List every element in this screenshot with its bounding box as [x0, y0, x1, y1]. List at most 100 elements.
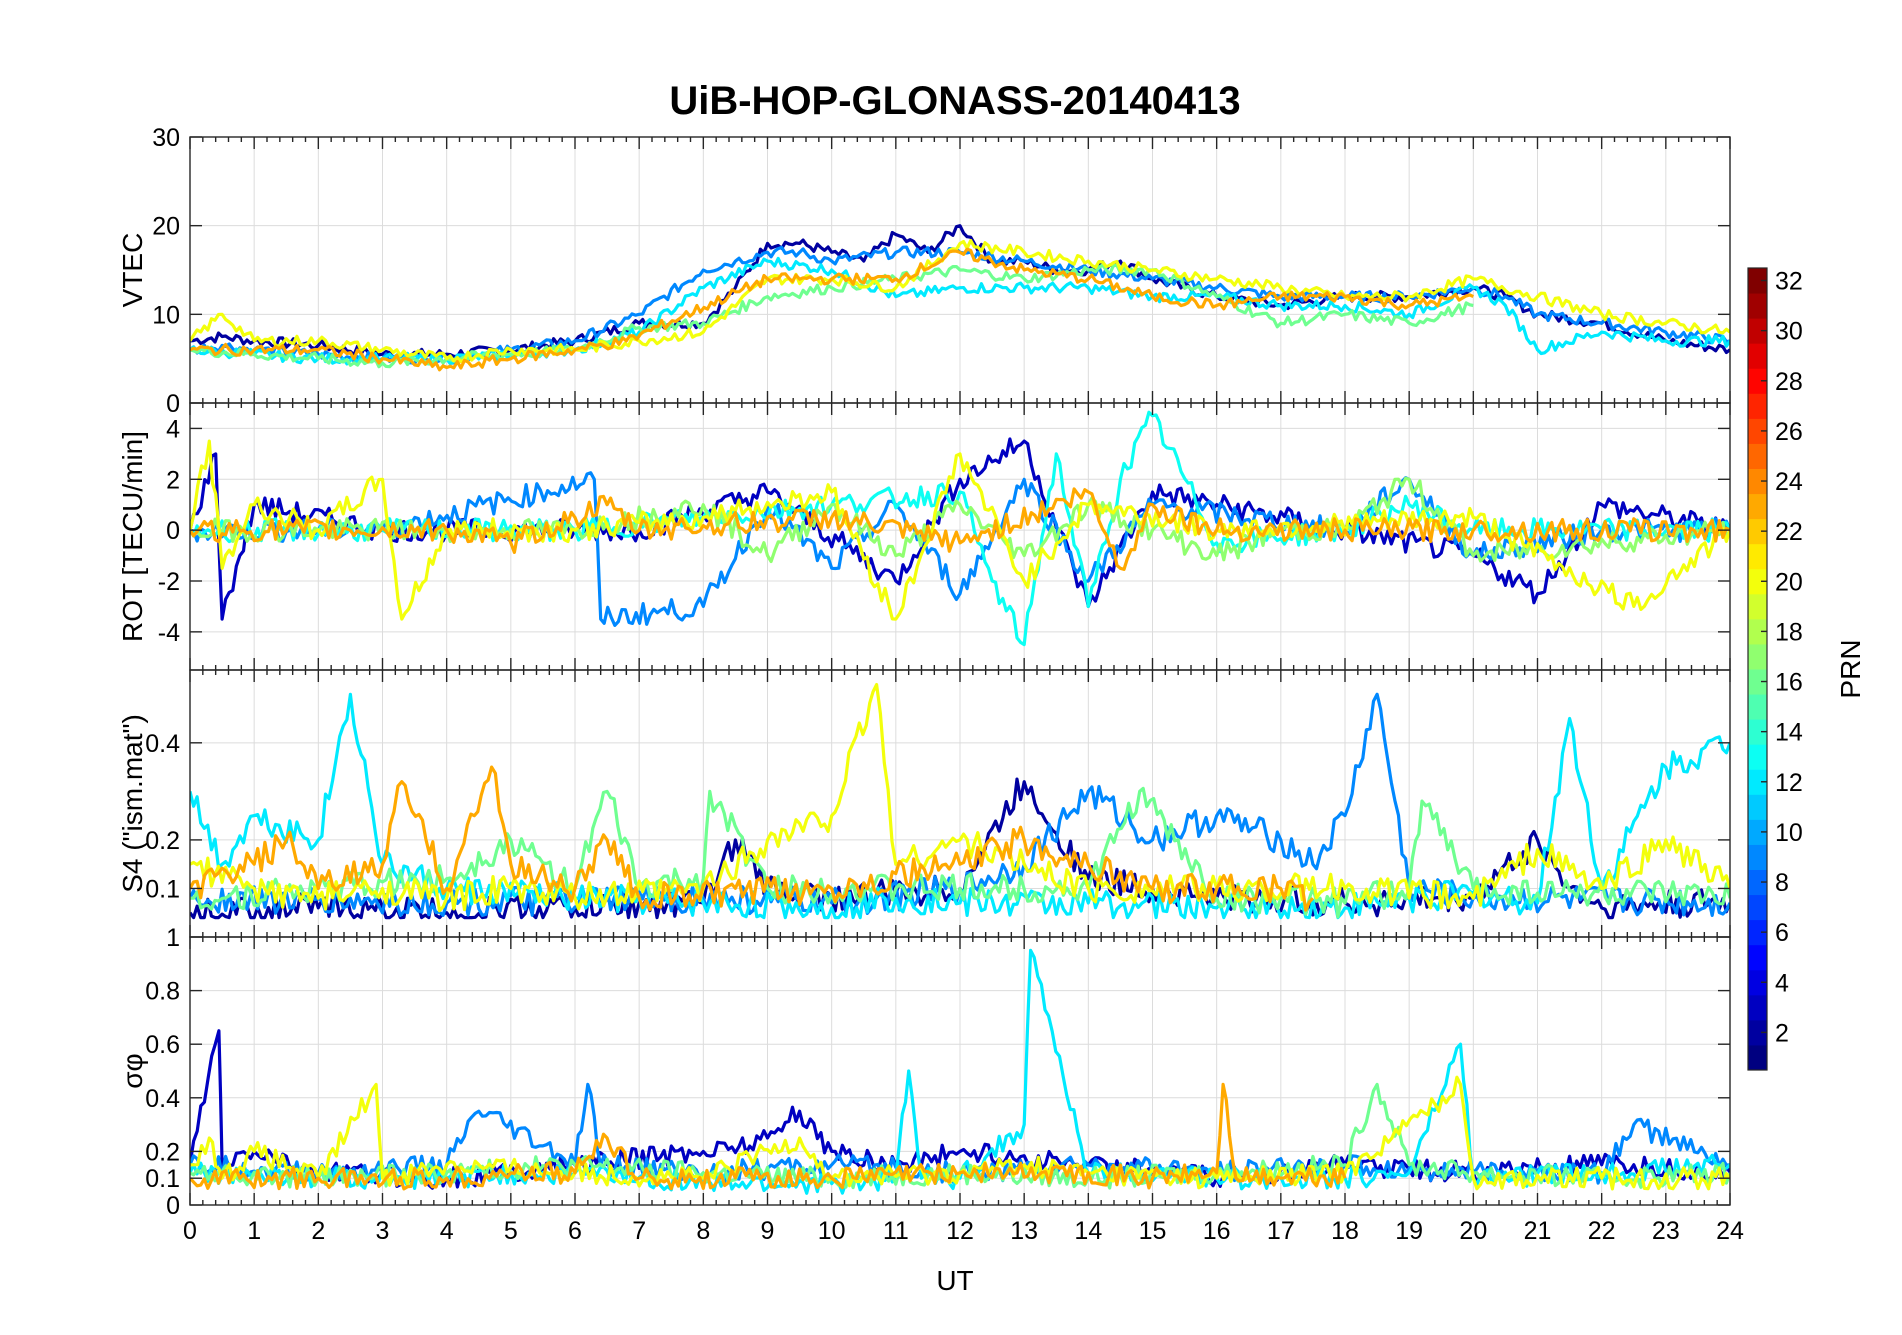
- series-group: [190, 948, 1730, 1195]
- x-tick-label: 21: [1524, 1217, 1552, 1245]
- series-line-prn-20: [190, 683, 1730, 913]
- colorbar-swatch: [1748, 769, 1767, 795]
- series-line-prn-23: [190, 487, 1730, 571]
- colorbar-swatch: [1748, 944, 1767, 971]
- colorbar-tick-label: 14: [1775, 719, 1803, 747]
- x-tick-label: 23: [1652, 1217, 1680, 1245]
- y-tick-label: 0.2: [145, 827, 180, 855]
- y-tick-label: 0.6: [145, 1031, 180, 1059]
- colorbar-swatch: [1748, 844, 1767, 870]
- series-group: [190, 410, 1730, 647]
- colorbar-swatch: [1748, 719, 1767, 745]
- panel-2: -4 -2 0 2 4 ROT [TECU/min]: [117, 402, 1731, 671]
- colorbar-frame: [1747, 267, 1768, 1071]
- series-line-prn-23: [190, 247, 1474, 372]
- y-tick-label: 0: [166, 1192, 180, 1220]
- y-axis-label: σφ: [117, 1053, 148, 1088]
- colorbar-swatch: [1748, 994, 1767, 1021]
- colorbar-swatch: [1748, 493, 1767, 520]
- y-tick-label: 0.8: [145, 978, 180, 1006]
- y-tick-label: 30: [152, 124, 180, 152]
- x-axis-label: UT: [936, 1265, 973, 1296]
- y-tick-label: 0.4: [145, 1085, 180, 1113]
- x-tick-label: 22: [1588, 1217, 1616, 1245]
- y-tick-label: 0: [166, 517, 180, 545]
- series-line-prn-16: [190, 786, 1730, 919]
- y-tick-label: -4: [158, 619, 180, 647]
- x-tick-label: 1: [247, 1217, 261, 1245]
- x-tick-label: 5: [504, 1217, 518, 1245]
- colorbar-swatch: [1748, 819, 1767, 845]
- x-tick-label: 15: [1139, 1217, 1167, 1245]
- colorbar-swatch: [1748, 368, 1767, 394]
- colorbar-swatch: [1748, 343, 1767, 369]
- colorbar-tick-label: 6: [1775, 919, 1789, 947]
- colorbar-tick-label: 18: [1775, 618, 1803, 646]
- y-tick-label: -2: [158, 568, 180, 596]
- x-tick-label: 12: [946, 1217, 974, 1245]
- x-tick-label: 7: [632, 1217, 646, 1245]
- colorbar-tick-label: 10: [1775, 819, 1803, 847]
- colorbar-swatch: [1748, 418, 1767, 444]
- colorbar-tick-label: 32: [1775, 268, 1803, 296]
- y-axis-label: ROT [TECU/min]: [117, 431, 148, 642]
- colorbar-swatch: [1748, 643, 1767, 670]
- colorbar-tick-label: 16: [1775, 669, 1803, 697]
- colorbar-swatch: [1748, 969, 1767, 996]
- x-tick-label: 4: [440, 1217, 454, 1245]
- y-tick-label: 2: [166, 466, 180, 494]
- colorbar-tick-label: 20: [1775, 568, 1803, 596]
- colorbar-swatch: [1748, 318, 1767, 344]
- series-line-prn-20: [190, 238, 1730, 364]
- colorbar-tick-label: 2: [1775, 1019, 1789, 1047]
- x-tick-label: 17: [1267, 1217, 1295, 1245]
- x-tick-label: 19: [1395, 1217, 1423, 1245]
- y-tick-label: 1: [166, 924, 180, 952]
- y-tick-label: 20: [152, 213, 180, 241]
- y-tick-label: 0: [166, 390, 180, 418]
- x-tick-label: 18: [1331, 1217, 1359, 1245]
- x-tick-label: 3: [376, 1217, 390, 1245]
- colorbar-swatch: [1748, 794, 1767, 820]
- x-tick-label: 9: [761, 1217, 775, 1245]
- colorbar-label: PRN: [1835, 639, 1866, 698]
- colorbar-swatch: [1748, 1019, 1767, 1046]
- colorbar-swatch: [1748, 669, 1767, 695]
- colorbar-swatch: [1748, 518, 1767, 545]
- x-tick-label: 16: [1203, 1217, 1231, 1245]
- colorbar-swatch: [1748, 1044, 1767, 1071]
- colorbar-swatch: [1748, 694, 1767, 720]
- colorbar-tick-label: 24: [1775, 468, 1803, 496]
- colorbar-swatch: [1748, 593, 1767, 620]
- colorbar-swatch: [1748, 468, 1767, 495]
- y-tick-label: 0.4: [145, 730, 180, 758]
- colorbar-swatch: [1748, 268, 1767, 294]
- colorbar-tick-label: 26: [1775, 418, 1803, 446]
- panel-3: 0.1 0.2 0.4S4 ("ism.mat"): [117, 669, 1731, 938]
- series-line-prn-23: [190, 1082, 1347, 1191]
- colorbar-swatch: [1748, 443, 1767, 469]
- x-tick-label: 0: [183, 1217, 197, 1245]
- x-tick-label: 13: [1010, 1217, 1038, 1245]
- colorbar-tick-label: 12: [1775, 769, 1803, 797]
- colorbar-swatch: [1748, 293, 1767, 319]
- colorbar-swatch: [1748, 568, 1767, 595]
- series-group: [190, 224, 1730, 372]
- panel-4: 00.10.2 0.4 0.6 0.8 1 σφ: [117, 924, 1731, 1220]
- x-tick-label: 24: [1716, 1217, 1744, 1245]
- y-tick-label: 10: [152, 301, 180, 329]
- x-tick-label: 6: [568, 1217, 582, 1245]
- colorbar-swatch: [1748, 894, 1767, 921]
- x-tick-label: 14: [1074, 1217, 1102, 1245]
- colorbar-tick-label: 4: [1775, 969, 1789, 997]
- colorbar-swatch: [1748, 869, 1767, 896]
- colorbar-swatch: [1748, 618, 1767, 645]
- panel-1: 0 10 20 30 VTEC: [117, 124, 1731, 418]
- colorbar-swatch: [1748, 543, 1767, 570]
- series-line-prn-23: [190, 765, 1315, 912]
- colorbar-tick-label: 22: [1775, 518, 1803, 546]
